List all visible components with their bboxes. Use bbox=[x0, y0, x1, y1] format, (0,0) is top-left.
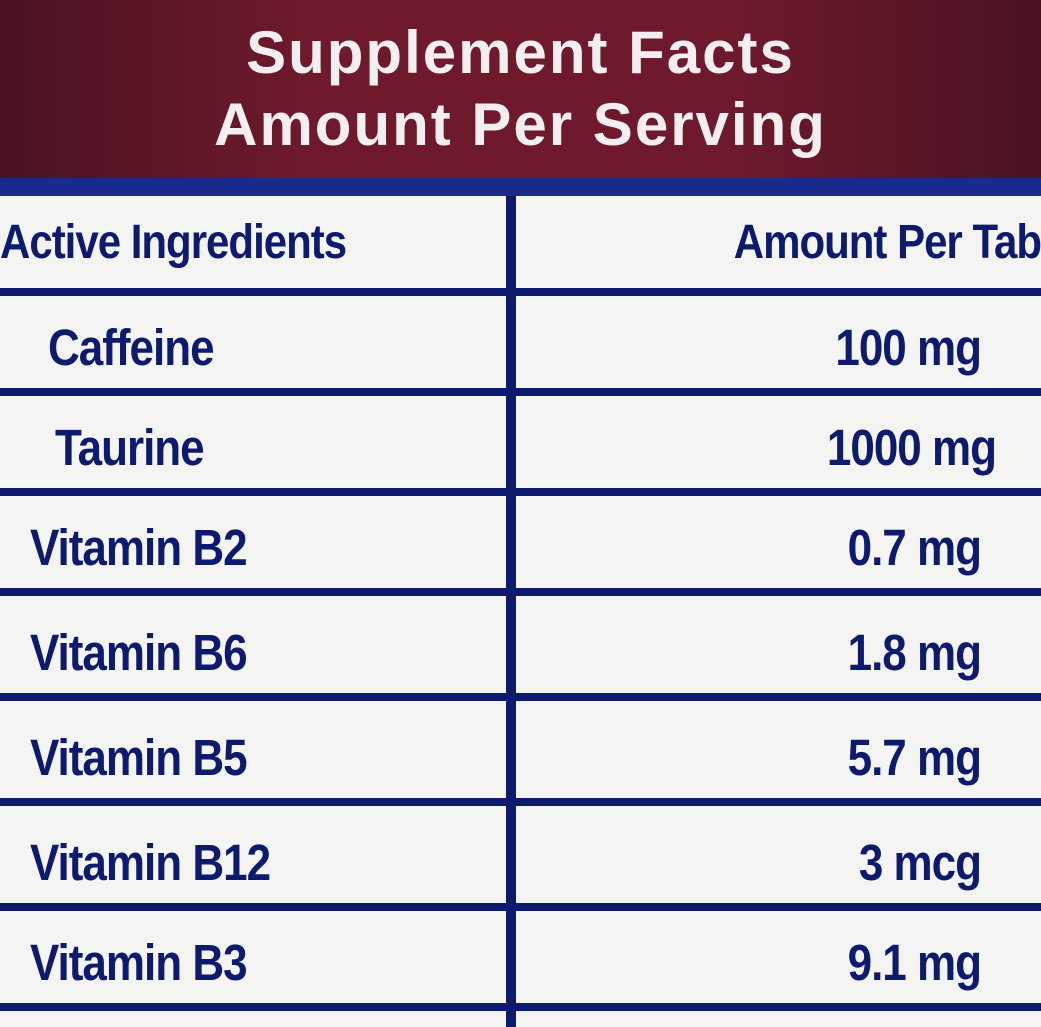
ingredient-name: Vitamin B6 bbox=[30, 625, 248, 682]
label-header: Supplement Facts Amount Per Serving bbox=[0, 0, 1041, 185]
table-header-row: Active Ingredients Amount Per Tab bbox=[0, 196, 1041, 296]
row-divider bbox=[0, 288, 1041, 296]
ingredient-amount: 1000 mg bbox=[826, 420, 997, 477]
row-divider bbox=[0, 488, 1041, 496]
row-divider bbox=[0, 388, 1041, 396]
table-row: Taurine 1000 mg bbox=[0, 396, 1041, 496]
table-row: Vitamin B5 5.7 mg bbox=[0, 706, 1041, 806]
ingredient-amount: 5.7 mg bbox=[847, 730, 982, 787]
table-row: Caffeine 100 mg bbox=[0, 296, 1041, 396]
column-divider bbox=[506, 196, 516, 1027]
row-divider bbox=[0, 1003, 1041, 1011]
ingredient-name: Taurine bbox=[55, 420, 205, 477]
ingredient-name: Vitamin B5 bbox=[30, 730, 248, 787]
row-divider bbox=[0, 588, 1041, 596]
column-header-amount: Amount Per Tab bbox=[733, 214, 1041, 269]
row-divider bbox=[0, 903, 1041, 911]
row-divider bbox=[0, 693, 1041, 701]
ingredient-name: Vitamin B3 bbox=[30, 935, 248, 992]
ingredient-name: Vitamin B2 bbox=[30, 520, 248, 577]
ingredient-amount: 9.1 mg bbox=[847, 935, 982, 992]
ingredient-amount: 1.8 mg bbox=[847, 625, 982, 682]
header-band bbox=[0, 178, 1041, 196]
ingredient-amount: 100 mg bbox=[835, 320, 982, 377]
row-divider bbox=[0, 798, 1041, 806]
table-row: Vitamin B2 0.7 mg bbox=[0, 496, 1041, 596]
column-header-ingredients: Active Ingredients bbox=[0, 214, 347, 269]
table-row: Vitamin B3 9.1 mg bbox=[0, 911, 1041, 1011]
supplement-table: Active Ingredients Amount Per Tab Caffei… bbox=[0, 196, 1041, 1027]
table-row: Vitamin B6 1.8 mg bbox=[0, 601, 1041, 701]
ingredient-amount: 0.7 mg bbox=[847, 520, 982, 577]
label-subtitle: Amount Per Serving bbox=[214, 91, 827, 158]
ingredient-name: Vitamin B12 bbox=[30, 835, 271, 892]
ingredient-name: Caffeine bbox=[48, 320, 215, 377]
label-title: Supplement Facts bbox=[246, 19, 795, 86]
ingredient-amount: 3 mcg bbox=[858, 835, 982, 892]
table-row: Vitamin B12 3 mcg bbox=[0, 811, 1041, 911]
